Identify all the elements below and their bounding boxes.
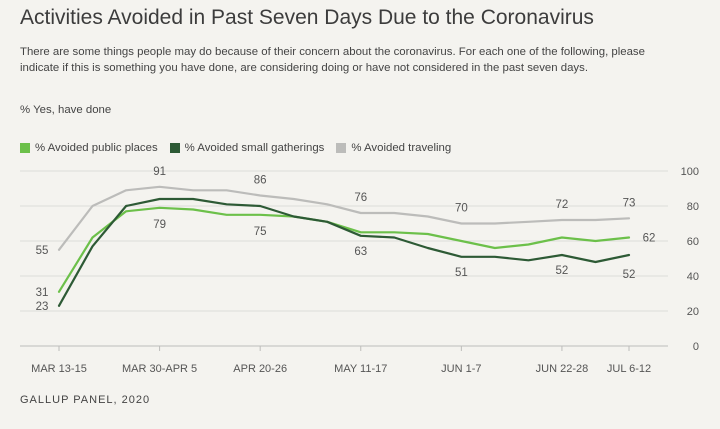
x-tick-label: JUN 22-28 xyxy=(536,363,589,375)
data-label-traveling: 73 xyxy=(623,197,636,209)
data-label-traveling: 72 xyxy=(556,199,569,211)
data-label-public: 75 xyxy=(254,226,267,238)
data-label-gatherings: 63 xyxy=(354,246,367,258)
legend-item-gatherings: % Avoided small gatherings xyxy=(169,142,325,154)
legend-label-public: % Avoided public places xyxy=(35,142,158,154)
x-tick-label: JUN 1-7 xyxy=(441,363,481,375)
y-tick-label: 40 xyxy=(687,271,699,283)
y-tick-label: 20 xyxy=(687,306,699,318)
x-tick-label: APR 20-26 xyxy=(233,363,287,375)
data-label-traveling: 86 xyxy=(254,175,267,187)
legend-item-traveling: % Avoided traveling xyxy=(336,142,451,154)
data-label-traveling: 55 xyxy=(36,245,49,257)
data-label-public: 31 xyxy=(36,287,49,299)
x-tick-label: JUL 6-12 xyxy=(607,363,651,375)
legend-swatch-public xyxy=(20,143,30,153)
source-note: GALLUP PANEL, 2020 xyxy=(20,394,151,406)
legend-swatch-gatherings xyxy=(169,143,180,153)
measure-label: % Yes, have done xyxy=(20,104,112,116)
legend-label-traveling: % Avoided traveling xyxy=(351,142,452,154)
chart-subtitle: There are some things people may do beca… xyxy=(20,46,645,74)
data-label-traveling: 70 xyxy=(455,203,468,215)
x-tick-label: MAR 13-15 xyxy=(31,363,87,375)
data-label-gatherings: 52 xyxy=(623,269,636,281)
legend: % Avoided public places % Avoided small … xyxy=(20,142,451,154)
x-tick-label: MAR 30-APR 5 xyxy=(122,363,197,375)
y-tick-label: 100 xyxy=(681,166,699,178)
data-label-gatherings: 51 xyxy=(455,267,468,279)
data-label-public: 62 xyxy=(643,233,656,245)
legend-label-gatherings: % Avoided small gatherings xyxy=(184,142,325,154)
data-label-gatherings: 52 xyxy=(556,265,569,277)
y-tick-label: 80 xyxy=(687,201,699,213)
legend-swatch-traveling xyxy=(336,143,347,153)
series-line-gatherings xyxy=(57,197,631,307)
data-label-public: 79 xyxy=(153,219,166,231)
legend-item-public: % Avoided public places xyxy=(20,142,158,154)
data-label-gatherings: 23 xyxy=(36,301,49,313)
data-label-traveling: 91 xyxy=(153,166,166,178)
y-tick-label: 60 xyxy=(687,236,699,248)
series-line-traveling xyxy=(57,185,631,251)
y-tick-label: 0 xyxy=(693,341,699,353)
x-tick-label: MAY 11-17 xyxy=(334,363,387,375)
chart-title: Activities Avoided in Past Seven Days Du… xyxy=(20,6,594,29)
data-label-traveling: 76 xyxy=(354,192,367,204)
series-line-public xyxy=(57,206,631,293)
